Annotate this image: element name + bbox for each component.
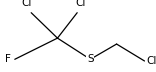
Text: S: S: [87, 54, 94, 64]
Text: Cl: Cl: [75, 0, 86, 8]
Text: Cl: Cl: [146, 56, 156, 66]
Text: F: F: [5, 54, 11, 64]
Text: Cl: Cl: [21, 0, 32, 8]
